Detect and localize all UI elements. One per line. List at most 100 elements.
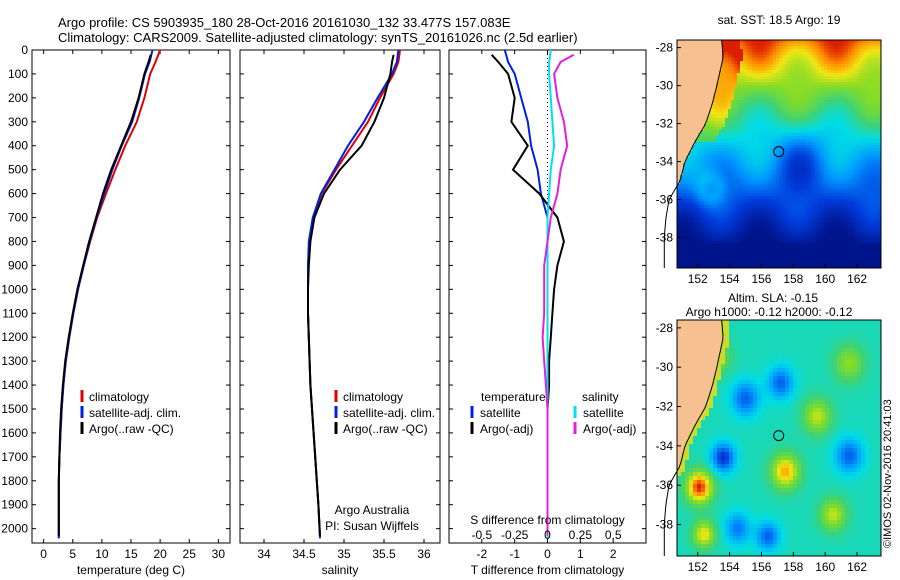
- map-cell: [701, 61, 705, 65]
- map-cell: [734, 124, 738, 128]
- map-cell: [872, 145, 876, 149]
- map-cell: [863, 196, 867, 200]
- map-cell: [869, 70, 873, 74]
- map-cell: [845, 109, 849, 113]
- map-cell: [866, 157, 870, 161]
- map-cell: [731, 247, 735, 251]
- map-cell: [680, 223, 684, 227]
- map-cell: [704, 55, 708, 59]
- map-cell: [797, 160, 801, 164]
- map-cell: [806, 151, 810, 155]
- map-cell: [689, 130, 693, 134]
- map-cell: [776, 106, 780, 110]
- legend-label: Argo(..raw -QC): [343, 422, 428, 436]
- map-cell: [860, 79, 864, 83]
- map-cell: [677, 220, 681, 224]
- map-cell: [734, 208, 738, 212]
- map-cell: [866, 217, 870, 221]
- map-cell: [794, 181, 798, 185]
- map-cell: [815, 211, 819, 215]
- map-cell: [740, 205, 744, 209]
- map-cell: [746, 64, 750, 68]
- map-cell: [716, 136, 720, 140]
- map-cell: [686, 73, 690, 77]
- map-cell: [701, 214, 705, 218]
- map-cell: [803, 82, 807, 86]
- map-cell: [710, 85, 714, 89]
- map-cell: [791, 58, 795, 62]
- map-cell: [854, 55, 858, 59]
- map-cell: [821, 49, 825, 53]
- map-cell: [842, 127, 846, 131]
- map-cell: [785, 97, 789, 101]
- map-cell: [875, 70, 879, 74]
- map-cell: [836, 181, 840, 185]
- map-cell: [794, 184, 798, 188]
- map-cell: [728, 118, 732, 122]
- map-cell: [710, 115, 714, 119]
- map-cell: [845, 214, 849, 218]
- map-cell: [824, 79, 828, 83]
- map-cell: [812, 52, 816, 56]
- y-tick-label: 900: [8, 258, 28, 272]
- map-cell: [842, 145, 846, 149]
- map-cell: [797, 97, 801, 101]
- map-cell: [800, 199, 804, 203]
- map-cell: [707, 220, 711, 224]
- map-cell: [791, 223, 795, 227]
- map-cell: [770, 94, 774, 98]
- map-cell: [851, 91, 855, 95]
- map-cell: [809, 205, 813, 209]
- map-cell: [809, 202, 813, 206]
- map-cell: [761, 226, 765, 230]
- map-cell: [698, 49, 702, 53]
- map-cell: [755, 115, 759, 119]
- map-cell: [821, 58, 825, 62]
- map-cell: [722, 52, 726, 56]
- map-cell: [815, 58, 819, 62]
- map-cell: [716, 100, 720, 104]
- map-cell: [761, 193, 765, 197]
- map-cell: [797, 67, 801, 71]
- map-cell: [692, 91, 696, 95]
- map-cell: [743, 220, 747, 224]
- map-cell: [728, 196, 732, 200]
- map-cell: [797, 220, 801, 224]
- map-cell: [704, 76, 708, 80]
- map-cell: [839, 46, 843, 50]
- map-cell: [704, 238, 708, 242]
- map-cell: [701, 184, 705, 188]
- map-cell: [680, 178, 684, 182]
- map-cell: [842, 160, 846, 164]
- map-cell: [734, 85, 738, 89]
- map-cell: [845, 199, 849, 203]
- map-cell: [839, 202, 843, 206]
- map-cell: [716, 40, 720, 44]
- map-cell: [728, 229, 732, 233]
- map-cell: [722, 220, 726, 224]
- map-cell: [836, 229, 840, 233]
- map-cell: [689, 88, 693, 92]
- map-cell: [773, 70, 777, 74]
- map-cell: [677, 184, 681, 188]
- map-cell: [833, 175, 837, 179]
- map-cell: [773, 220, 777, 224]
- map-cell: [680, 43, 684, 47]
- map-cell: [680, 181, 684, 185]
- map-cell: [797, 241, 801, 245]
- map-cell: [842, 220, 846, 224]
- map-cell: [803, 133, 807, 137]
- map-cell: [851, 166, 855, 170]
- map-cell: [677, 217, 681, 221]
- map-cell: [824, 193, 828, 197]
- map-cell: [728, 208, 732, 212]
- map-cell: [827, 82, 831, 86]
- map-cell: [770, 43, 774, 47]
- map-cell: [806, 172, 810, 176]
- map-cell: [860, 64, 864, 68]
- map-cell: [758, 214, 762, 218]
- map-cell: [776, 82, 780, 86]
- map-cell: [752, 190, 756, 194]
- map-cell: [830, 187, 834, 191]
- map-cell: [839, 196, 843, 200]
